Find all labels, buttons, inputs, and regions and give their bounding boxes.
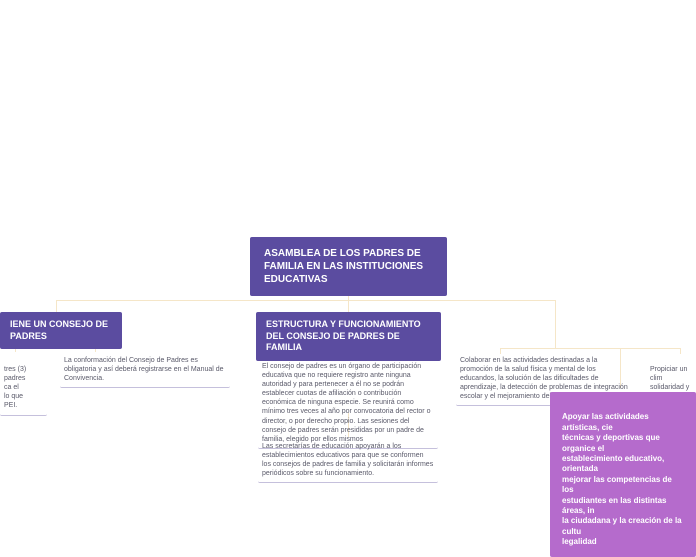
branch-center: ESTRUCTURA Y FUNCIONAMIENTO DEL CONSEJO …: [256, 312, 441, 361]
branch-left-title: IENE UN CONSEJO DE PADRES: [10, 319, 108, 341]
branch-center-title: ESTRUCTURA Y FUNCIONAMIENTO DEL CONSEJO …: [266, 319, 421, 352]
leaf-text: La conformación del Consejo de Padres es…: [64, 357, 224, 382]
leaf-left-0: tres (3) padres ca el lo que PEI.: [0, 352, 47, 416]
leaf-text: El consejo de padres es un órgano de par…: [262, 363, 430, 443]
branch-left: IENE UN CONSEJO DE PADRES: [0, 312, 122, 349]
mindmap-canvas: ASAMBLEA DE LOS PADRES DE FAMILIA EN LAS…: [0, 0, 696, 520]
connector: [555, 300, 556, 348]
connector: [56, 300, 556, 301]
root-node: ASAMBLEA DE LOS PADRES DE FAMILIA EN LAS…: [250, 237, 447, 296]
leaf-text: tres (3) padres ca el lo que PEI.: [4, 366, 26, 409]
root-title: ASAMBLEA DE LOS PADRES DE FAMILIA EN LAS…: [264, 248, 423, 285]
highlight-text: Apoyar las actividades artísticas, cie t…: [562, 412, 682, 546]
leaf-center-1: Las secretarías de educación apoyarán a …: [258, 438, 438, 483]
leaf-text: Las secretarías de educación apoyarán a …: [262, 443, 433, 477]
highlight-node: Apoyar las actividades artísticas, cie t…: [550, 392, 696, 557]
leaf-center-0: El consejo de padres es un órgano de par…: [258, 358, 438, 449]
leaf-left-1: La conformación del Consejo de Padres es…: [60, 352, 230, 388]
connector: [500, 348, 680, 349]
